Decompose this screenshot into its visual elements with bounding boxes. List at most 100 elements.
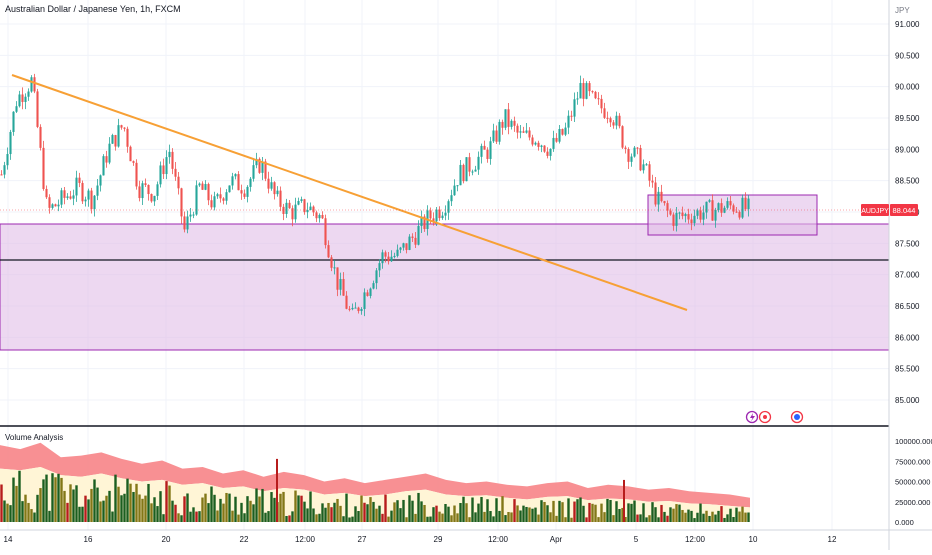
volume-bar (198, 511, 201, 522)
candle-body (567, 115, 570, 128)
volume-bar (492, 516, 495, 522)
candle-body (471, 171, 474, 173)
bell-icon[interactable] (790, 410, 804, 424)
volume-bar (36, 494, 39, 522)
candle-body (81, 182, 84, 202)
candle-body (702, 212, 705, 220)
candle-body (177, 176, 180, 189)
candle-body (369, 288, 372, 296)
candle-body (495, 130, 498, 142)
volume-bar (84, 495, 87, 522)
volume-bar (414, 513, 417, 522)
time-tick-label: 5 (634, 535, 639, 544)
candle-body (456, 185, 459, 187)
candle-body (150, 194, 153, 202)
time-tick-label: Apr (550, 535, 563, 544)
time-axis[interactable]: 14 16 20 22 12:00 27 29 12:00 Apr 5 12:00 10 12 (4, 535, 837, 544)
volume-bar (216, 510, 219, 522)
trendline[interactable] (11, 74, 688, 311)
volume-bar (81, 506, 84, 522)
volume-bar (288, 515, 291, 522)
volume-bar (585, 517, 588, 522)
volume-bar (624, 517, 627, 522)
candle-body (657, 191, 660, 205)
volume-bar (675, 504, 678, 522)
candle-body (345, 295, 348, 309)
candle-body (522, 131, 525, 133)
candle-body (189, 214, 192, 217)
candle-body (303, 199, 306, 213)
candle-body (711, 200, 714, 221)
candle-body (564, 127, 567, 135)
candle-body (441, 215, 444, 219)
volume-bar (603, 512, 606, 522)
volume-bar (600, 503, 603, 522)
candle-body (246, 186, 249, 197)
volume-bar (330, 507, 333, 522)
volume-bar (345, 493, 348, 522)
volume-bar (360, 495, 363, 522)
candle-body (732, 205, 735, 212)
volume-bar (162, 514, 165, 522)
volume-bar (93, 479, 96, 522)
volume-bar (726, 514, 729, 522)
candle-body (210, 200, 213, 208)
volume-bar (111, 511, 114, 522)
candle-body (120, 125, 123, 128)
volume-bar (135, 483, 138, 522)
volume-bar (105, 495, 108, 522)
volume-bar (693, 518, 696, 522)
candle-body (174, 168, 177, 177)
volume-bar (522, 505, 525, 522)
candle-body (537, 142, 540, 147)
volume-bar (126, 478, 129, 522)
candle-body (318, 214, 321, 219)
candle-body (168, 151, 171, 158)
dot-icon[interactable] (758, 410, 772, 424)
candle-body (393, 255, 396, 257)
candle-body (306, 209, 309, 213)
candle-body (147, 184, 150, 195)
volume-bar (510, 512, 513, 522)
candle-body (648, 164, 651, 181)
volume-bar (423, 504, 426, 522)
candle-body (360, 309, 363, 312)
candle-body (660, 191, 663, 202)
candle-body (462, 164, 465, 182)
candle-body (273, 182, 276, 195)
volume-bar (525, 506, 528, 522)
volume-bar (597, 517, 600, 522)
volume-bar (120, 495, 123, 522)
candle-body (636, 147, 639, 149)
price-tick-label: 90.500 (895, 51, 920, 60)
candle-body (612, 122, 615, 126)
volume-bar (378, 505, 381, 522)
volume-bar (177, 513, 180, 522)
lightning-icon[interactable] (745, 410, 759, 424)
volume-bar (528, 507, 531, 522)
volume-bar (348, 517, 351, 522)
volume-tick-label: 50000.000 (895, 478, 930, 487)
volume-bar (321, 503, 324, 522)
candle-body (489, 141, 492, 159)
volume-bar (147, 483, 150, 522)
volume-bar (684, 512, 687, 522)
volume-bar (225, 492, 228, 522)
volume-bar (609, 499, 612, 522)
volume-bar (582, 505, 585, 522)
candle-body (465, 157, 468, 182)
candle-body (510, 120, 513, 127)
volume-bar (558, 500, 561, 522)
volume-bar (438, 511, 441, 522)
candle-body (579, 83, 582, 99)
volume-bar (729, 508, 732, 522)
candle-body (69, 196, 72, 199)
volume-bar (399, 508, 402, 522)
time-tick-label: 10 (749, 535, 758, 544)
volume-bar (141, 498, 144, 522)
volume-bar (258, 496, 261, 522)
candle-body (354, 307, 357, 309)
candle-body (504, 109, 507, 128)
